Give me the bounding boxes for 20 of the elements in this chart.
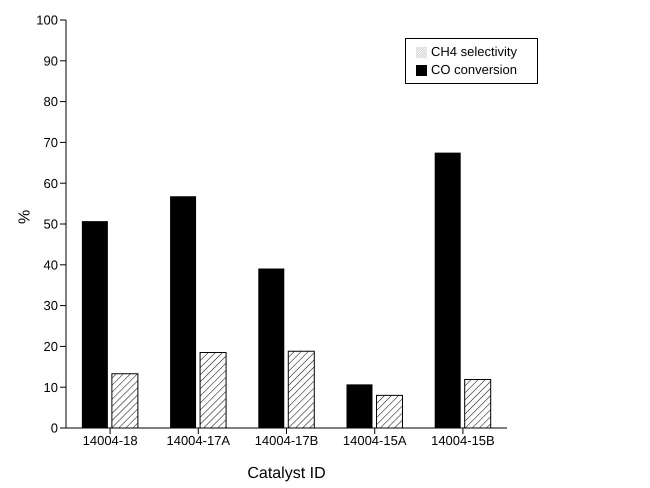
y-tick-label: 10: [44, 380, 58, 395]
y-tick-label: 50: [44, 216, 58, 232]
y-tick-label: 90: [44, 53, 58, 68]
x-axis-title: Catalyst ID: [247, 465, 326, 482]
y-axis-title: %: [16, 210, 34, 224]
x-tick-label: 14004-15A: [342, 433, 407, 448]
x-tick-label: 14004-18: [82, 433, 138, 448]
y-tick-label: 100: [36, 12, 58, 28]
y-tick-label: 30: [44, 298, 58, 314]
legend-label: CO conversion: [431, 62, 517, 77]
y-tick-label: 60: [44, 176, 58, 191]
x-tick-label: 14004-17A: [166, 433, 230, 448]
y-tick-label: 0: [50, 420, 58, 436]
legend-label: CH4 selectivity: [431, 44, 517, 59]
y-tick-label: 20: [44, 339, 58, 354]
x-tick-label: 14004-17B: [254, 433, 318, 448]
y-tick-label: 70: [44, 135, 58, 150]
x-tick-label: 14004-15B: [431, 433, 495, 448]
y-tick-label: 80: [44, 94, 58, 110]
y-tick-label: 40: [44, 257, 58, 272]
